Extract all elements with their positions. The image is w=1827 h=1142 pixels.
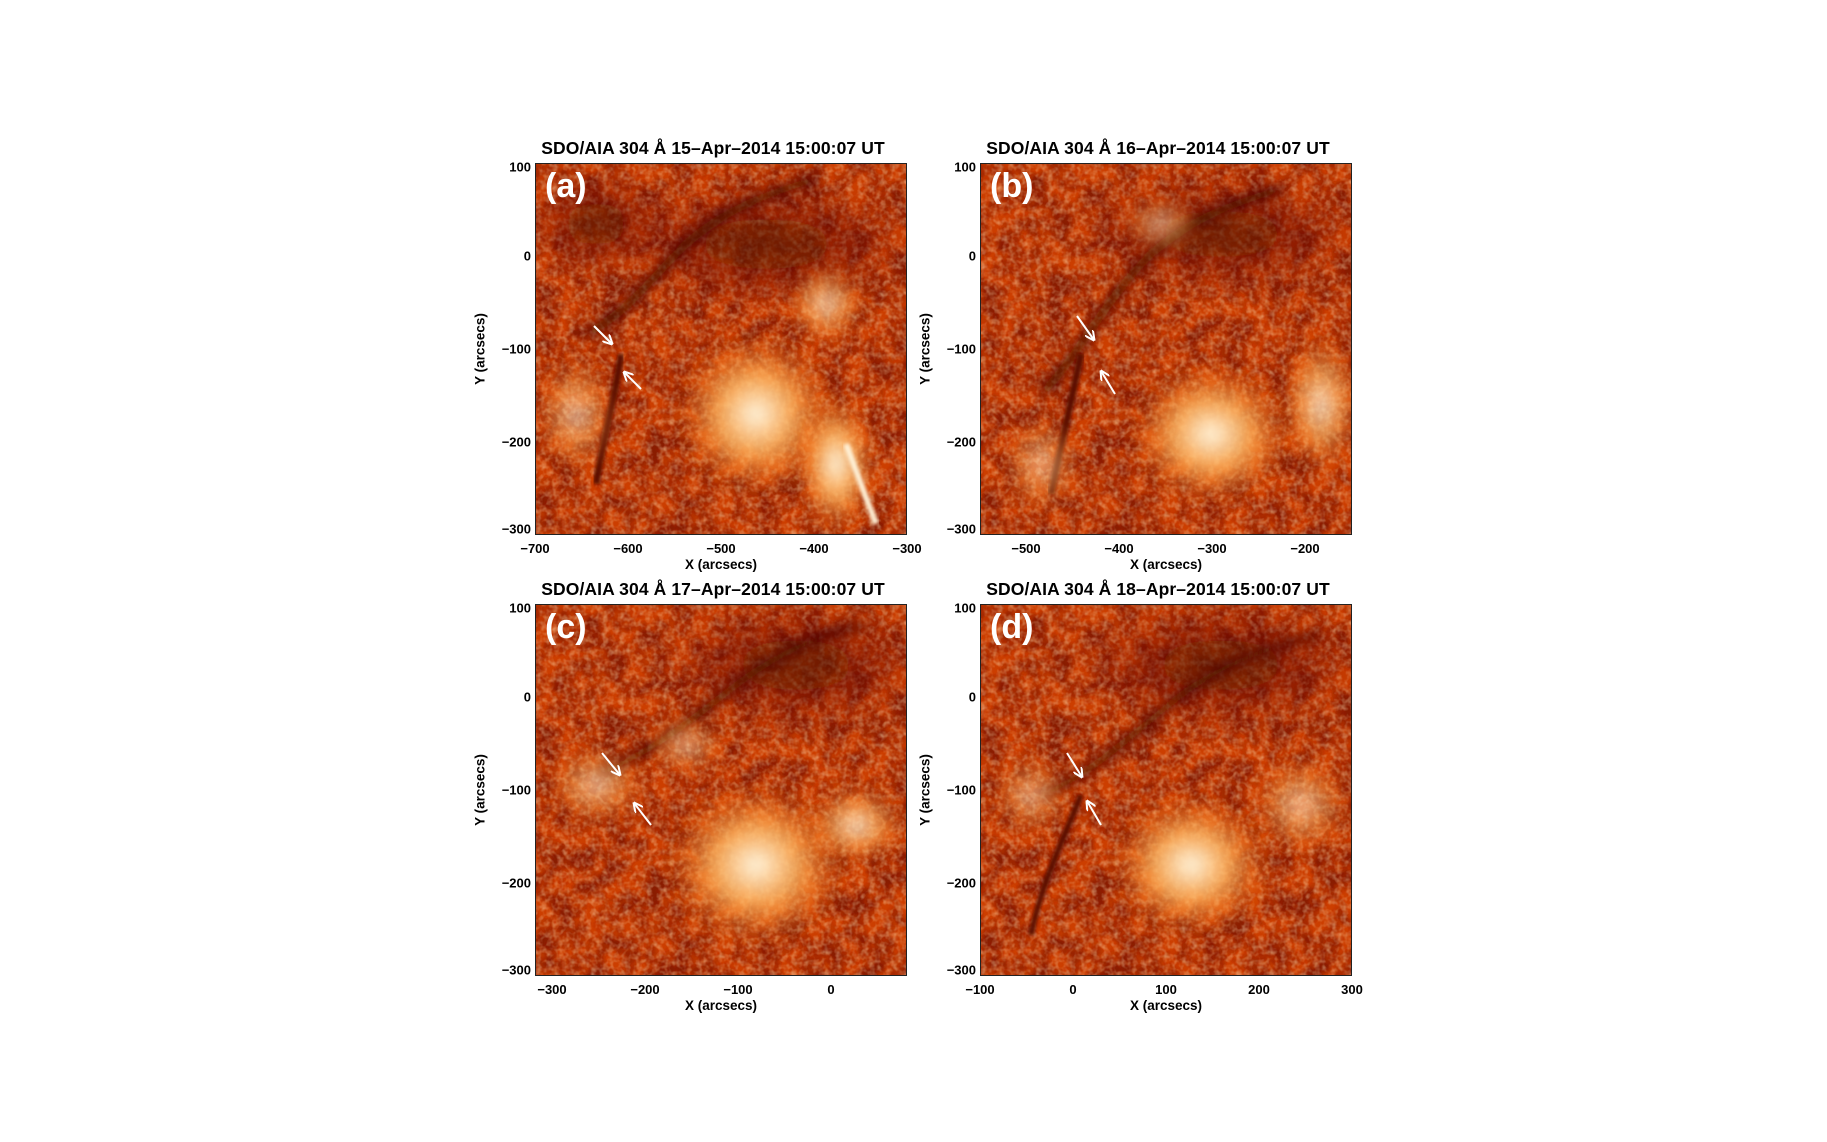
x-axis-label: X (arcsecs): [1129, 998, 1203, 1013]
x-tick: −300: [892, 541, 922, 556]
solar-image: [535, 604, 907, 976]
x-tick: −100: [723, 982, 753, 997]
image-frame: (b): [980, 163, 1352, 535]
x-tick: −500: [1011, 541, 1041, 556]
x-tick: 0: [1069, 982, 1077, 997]
y-tick: 0: [523, 248, 531, 264]
solar-image: [535, 163, 907, 535]
y-tick: 0: [968, 248, 976, 264]
panel-label: (c): [545, 608, 587, 646]
y-tick: 0: [968, 689, 976, 705]
y-tick: −300: [501, 962, 531, 978]
y-tick: −300: [946, 521, 976, 537]
x-tick: 300: [1341, 982, 1363, 997]
y-tick: −100: [946, 782, 976, 798]
x-tick: −400: [1104, 541, 1134, 556]
y-tick: 100: [954, 159, 976, 175]
image-frame: (c): [535, 604, 907, 976]
panel-title: SDO/AIA 304 Å 16–Apr–2014 15:00:07 UT: [986, 138, 1330, 158]
y-axis-label: Y (arcsecs): [472, 313, 488, 385]
image-frame: (a): [535, 163, 907, 535]
panel-title: SDO/AIA 304 Å 17–Apr–2014 15:00:07 UT: [541, 579, 885, 599]
y-tick: 0: [523, 689, 531, 705]
y-tick: −100: [501, 782, 531, 798]
y-tick: −300: [501, 521, 531, 537]
x-tick: 100: [1155, 982, 1177, 997]
y-tick: −200: [946, 434, 976, 450]
x-tick: −300: [1197, 541, 1227, 556]
x-tick: −500: [706, 541, 736, 556]
x-tick: −300: [537, 982, 567, 997]
x-tick: −200: [1290, 541, 1320, 556]
panel-label: (d): [990, 608, 1034, 646]
x-tick: 200: [1248, 982, 1270, 997]
y-axis-label: Y (arcsecs): [472, 754, 488, 826]
panel-title: SDO/AIA 304 Å 15–Apr–2014 15:00:07 UT: [541, 138, 885, 158]
y-tick: −300: [946, 962, 976, 978]
sun-image-svg: [536, 605, 907, 976]
sun-image-svg: [536, 164, 907, 535]
solar-image: [980, 163, 1352, 535]
y-axis-label: Y (arcsecs): [917, 754, 933, 826]
x-axis-label: X (arcsecs): [684, 557, 758, 572]
x-tick: −400: [799, 541, 829, 556]
x-tick: 0: [827, 982, 835, 997]
x-axis-label: X (arcsecs): [684, 998, 758, 1013]
y-tick: −100: [501, 341, 531, 357]
x-tick: −200: [630, 982, 660, 997]
panel-label: (a): [545, 167, 587, 205]
panel-label: (b): [990, 167, 1034, 205]
y-tick: 100: [509, 600, 531, 616]
x-tick: −700: [520, 541, 550, 556]
y-tick: 100: [954, 600, 976, 616]
y-axis-label: Y (arcsecs): [917, 313, 933, 385]
x-axis-label: X (arcsecs): [1129, 557, 1203, 572]
y-tick: −200: [946, 875, 976, 891]
sun-image-svg: [981, 605, 1352, 976]
solar-image: [980, 604, 1352, 976]
x-tick: −600: [613, 541, 643, 556]
panel-title: SDO/AIA 304 Å 18–Apr–2014 15:00:07 UT: [986, 579, 1330, 599]
y-tick: −200: [501, 875, 531, 891]
sun-image-svg: [981, 164, 1352, 535]
y-tick: −100: [946, 341, 976, 357]
image-frame: (d): [980, 604, 1352, 976]
y-tick: 100: [509, 159, 531, 175]
x-tick: −100: [965, 982, 995, 997]
y-tick: −200: [501, 434, 531, 450]
